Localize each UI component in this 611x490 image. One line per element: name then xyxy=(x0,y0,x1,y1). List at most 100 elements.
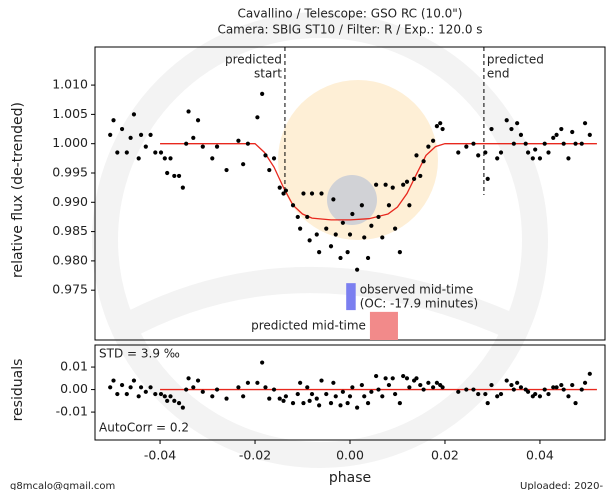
data-point xyxy=(328,244,334,249)
data-point xyxy=(551,385,556,390)
model-line xyxy=(160,143,597,221)
data-point xyxy=(464,144,469,149)
data-point xyxy=(393,226,398,231)
data-point xyxy=(551,135,556,140)
data-point xyxy=(115,150,120,155)
data-point xyxy=(309,191,315,196)
data-point xyxy=(383,376,388,381)
data-point xyxy=(338,403,343,408)
data-point xyxy=(414,376,419,381)
data-point xyxy=(290,203,296,208)
data-point xyxy=(191,385,196,390)
data-point xyxy=(255,115,260,120)
data-point xyxy=(495,156,500,161)
data-point xyxy=(340,220,345,225)
data-point xyxy=(162,156,167,161)
data-point xyxy=(176,173,182,179)
data-point xyxy=(438,121,443,126)
data-point xyxy=(495,394,500,399)
data-point xyxy=(421,387,426,392)
data-point xyxy=(255,380,260,385)
data-point xyxy=(426,144,431,149)
data-point xyxy=(168,156,173,161)
y-tick-label: 1.010 xyxy=(52,77,88,92)
data-point xyxy=(546,391,551,397)
data-point xyxy=(309,391,315,397)
data-point xyxy=(566,394,571,399)
data-point xyxy=(307,238,312,243)
data-point xyxy=(386,382,392,388)
data-point xyxy=(301,400,306,406)
data-point xyxy=(128,385,133,390)
data-point xyxy=(224,167,229,173)
data-point xyxy=(530,156,535,161)
data-point xyxy=(561,141,566,146)
data-point xyxy=(260,360,265,365)
y-tick-label: 0.980 xyxy=(52,252,88,267)
data-point xyxy=(456,150,461,155)
boundary-label: predicted xyxy=(225,53,282,67)
data-point xyxy=(397,250,402,255)
data-point xyxy=(362,394,367,399)
data-point xyxy=(124,150,129,155)
data-point xyxy=(338,255,343,261)
data-point xyxy=(295,214,300,220)
data-point xyxy=(328,400,334,406)
y-tick-label: 0.01 xyxy=(60,359,88,374)
data-point xyxy=(380,394,385,399)
data-point xyxy=(582,380,588,385)
data-point xyxy=(483,150,488,155)
data-point xyxy=(214,144,220,149)
boundary-label: start xyxy=(254,67,282,81)
data-point xyxy=(333,394,338,399)
data-point xyxy=(537,156,543,161)
data-point xyxy=(401,182,406,187)
data-point xyxy=(347,232,353,237)
data-point xyxy=(136,394,141,399)
data-point xyxy=(305,385,310,390)
data-point xyxy=(397,400,402,406)
data-point xyxy=(319,378,324,383)
data-point xyxy=(489,126,494,132)
data-point xyxy=(111,378,116,383)
data-point xyxy=(271,387,277,392)
data-point xyxy=(434,380,439,385)
plot-frame xyxy=(94,46,606,341)
data-point xyxy=(559,126,564,132)
data-point xyxy=(483,391,488,397)
data-point xyxy=(290,400,296,406)
data-point xyxy=(525,150,531,155)
data-point xyxy=(200,144,205,149)
data-point xyxy=(431,385,436,390)
data-point xyxy=(401,373,406,379)
data-point xyxy=(485,176,490,181)
data-point xyxy=(434,124,439,129)
x-axis-label: phase xyxy=(329,470,371,486)
data-point xyxy=(241,394,246,399)
y-tick-label: 1.005 xyxy=(52,106,88,121)
data-point xyxy=(180,185,185,190)
data-point xyxy=(386,203,392,208)
data-point xyxy=(554,132,559,137)
watermark xyxy=(92,12,548,468)
data-point xyxy=(153,391,158,397)
data-point xyxy=(407,203,412,208)
data-point xyxy=(281,191,286,196)
footer-contact: g8mcalo@gmail.com xyxy=(10,481,115,490)
chart-title: Camera: SBIG ST10 / Filter: R / Exp.: 12… xyxy=(217,23,482,37)
data-point xyxy=(119,382,125,388)
data-point xyxy=(314,232,319,237)
data-point xyxy=(298,226,303,231)
data-point xyxy=(283,188,288,193)
data-point xyxy=(295,391,300,397)
data-point xyxy=(195,378,201,383)
data-point xyxy=(277,185,282,190)
mid-time-bar xyxy=(369,311,398,340)
data-point xyxy=(369,223,374,228)
data-point xyxy=(195,118,201,123)
data-point xyxy=(355,405,360,410)
stat-label: STD = 3.9 ‰ xyxy=(99,347,180,361)
data-point xyxy=(498,391,504,397)
data-point xyxy=(554,385,559,390)
